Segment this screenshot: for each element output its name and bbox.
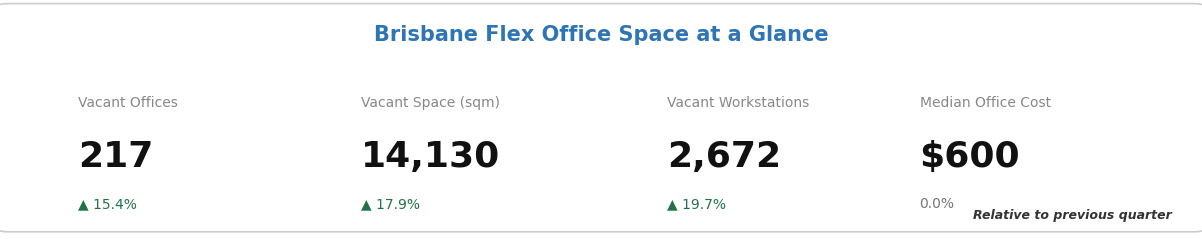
Text: Relative to previous quarter: Relative to previous quarter: [974, 209, 1172, 222]
Text: 2,672: 2,672: [667, 140, 781, 174]
Text: Vacant Offices: Vacant Offices: [78, 96, 178, 110]
Text: Vacant Space (sqm): Vacant Space (sqm): [361, 96, 500, 110]
Text: 14,130: 14,130: [361, 140, 500, 174]
Text: Vacant Workstations: Vacant Workstations: [667, 96, 809, 110]
Text: ▲ 17.9%: ▲ 17.9%: [361, 197, 419, 211]
FancyBboxPatch shape: [0, 4, 1202, 232]
Text: ▲ 19.7%: ▲ 19.7%: [667, 197, 726, 211]
Text: Brisbane Flex Office Space at a Glance: Brisbane Flex Office Space at a Glance: [374, 25, 828, 45]
Text: $600: $600: [920, 140, 1020, 174]
Text: ▲ 15.4%: ▲ 15.4%: [78, 197, 137, 211]
Text: 217: 217: [78, 140, 154, 174]
Text: 0.0%: 0.0%: [920, 197, 954, 211]
Text: Median Office Cost: Median Office Cost: [920, 96, 1051, 110]
